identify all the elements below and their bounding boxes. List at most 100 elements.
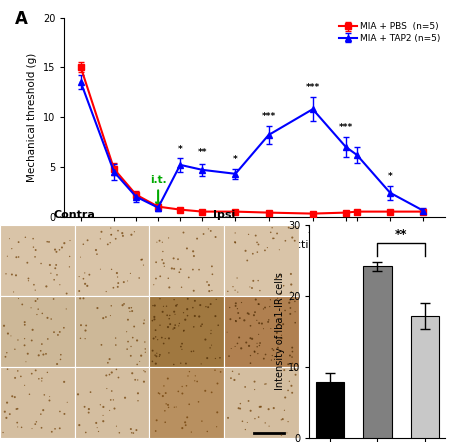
Point	[18, 301, 26, 308]
Point	[102, 313, 110, 320]
Point	[248, 335, 256, 343]
Point	[84, 237, 91, 244]
Point	[247, 322, 254, 329]
Point	[32, 367, 39, 374]
Point	[53, 271, 61, 278]
Point	[255, 414, 262, 421]
Point	[77, 254, 84, 261]
Point	[256, 320, 263, 327]
Point	[190, 252, 197, 259]
Point	[24, 259, 31, 266]
Point	[61, 378, 68, 385]
Point	[129, 370, 136, 377]
Point	[98, 341, 105, 348]
Point	[107, 231, 115, 238]
Point	[32, 286, 39, 293]
Point	[127, 343, 134, 350]
Point	[235, 370, 243, 377]
Point	[115, 279, 122, 286]
Point	[51, 265, 59, 272]
Point	[56, 281, 63, 288]
Point	[265, 406, 272, 413]
Point	[140, 367, 147, 374]
Point	[224, 414, 232, 421]
Point	[131, 228, 138, 235]
Point	[103, 385, 111, 392]
Point	[165, 335, 173, 342]
Point	[111, 405, 118, 412]
Point	[175, 322, 182, 329]
Point	[61, 240, 68, 247]
Point	[132, 376, 139, 383]
Point	[151, 352, 159, 359]
Point	[30, 244, 37, 251]
Point	[273, 329, 280, 336]
Point	[202, 336, 209, 343]
Point	[35, 375, 43, 382]
Bar	[0, 225, 75, 296]
Point	[261, 247, 269, 254]
Point	[152, 259, 160, 266]
Point	[274, 295, 281, 302]
Point	[33, 418, 40, 425]
Point	[242, 339, 250, 346]
Point	[232, 302, 239, 309]
Point	[226, 304, 233, 311]
Point	[50, 276, 58, 283]
Point	[28, 304, 35, 311]
Point	[81, 403, 88, 410]
Point	[124, 316, 132, 323]
Point	[85, 405, 93, 412]
Point	[186, 368, 193, 375]
Point	[15, 295, 22, 302]
Point	[11, 374, 19, 381]
Point	[161, 263, 168, 270]
Point	[288, 281, 295, 288]
Point	[291, 298, 298, 305]
Point	[165, 349, 173, 356]
Point	[285, 299, 293, 306]
Point	[100, 412, 107, 419]
Point	[38, 375, 45, 382]
Point	[32, 297, 39, 305]
Text: A: A	[15, 10, 28, 28]
Point	[113, 366, 120, 373]
Point	[197, 323, 205, 330]
Point	[11, 346, 18, 353]
Point	[241, 317, 248, 324]
Point	[44, 369, 51, 376]
Point	[152, 333, 159, 340]
Point	[108, 369, 115, 376]
Point	[204, 428, 211, 435]
Point	[176, 320, 183, 327]
Point	[138, 352, 145, 359]
Point	[50, 295, 57, 302]
Point	[80, 295, 87, 302]
Point	[247, 360, 254, 367]
Point	[278, 416, 285, 423]
Point	[38, 377, 45, 385]
Point	[234, 274, 241, 282]
Point	[238, 299, 245, 306]
Point	[77, 295, 84, 302]
Point	[269, 224, 276, 231]
Point	[128, 231, 135, 238]
Point	[231, 343, 239, 350]
Point	[123, 346, 131, 353]
Point	[264, 318, 272, 325]
Point	[173, 404, 180, 411]
Point	[261, 381, 269, 388]
Point	[162, 389, 169, 396]
Point	[0, 322, 8, 329]
Bar	[75, 296, 149, 367]
Point	[112, 335, 119, 342]
Point	[280, 366, 288, 373]
Point	[189, 304, 196, 311]
Point	[184, 312, 191, 319]
Point	[173, 302, 180, 309]
Point	[168, 265, 175, 272]
Point	[138, 256, 146, 263]
Point	[166, 315, 173, 322]
Point	[121, 394, 129, 401]
Point	[119, 232, 127, 240]
